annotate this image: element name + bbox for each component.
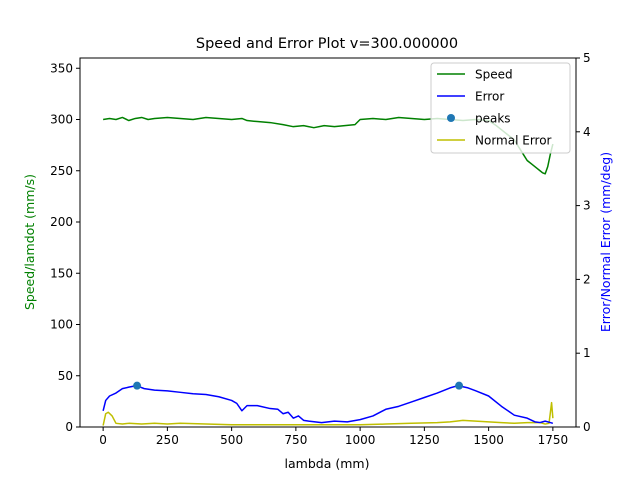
speed-series-line (103, 116, 554, 175)
x-tick-label: 1500 (473, 433, 504, 447)
legend-item-peaks-label: peaks (475, 112, 511, 126)
x-tick-label: 1000 (345, 433, 376, 447)
right-y-axis-label: Error/Normal Error (mm/deg) (598, 152, 613, 332)
normal-error-series-line (102, 401, 554, 426)
left-y-tick-label: 50 (58, 369, 73, 383)
legend-item-peaks-swatch (447, 114, 455, 122)
x-tick-label: 250 (156, 433, 179, 447)
x-tick-label: 0 (99, 433, 107, 447)
chart-legend: Speed Error peaks Normal Error (430, 62, 571, 154)
x-tick-label: 1750 (538, 433, 569, 447)
plot-frame (79, 57, 577, 428)
left-y-tick-label: 150 (50, 266, 73, 280)
right-y-tick-label: 3 (583, 199, 591, 213)
left-y-tick-label: 100 (50, 318, 73, 332)
left-y-axis-label: Speed/lamdot (mm/s) (22, 174, 37, 310)
plot-layer (102, 116, 554, 426)
right-y-tick-label: 2 (583, 272, 591, 286)
axis-ticks-layer: 0 250 500 750 1000 1250 1500 175005010015020025… (50, 51, 591, 447)
left-y-tick-label: 0 (65, 420, 73, 434)
error-series-line (102, 384, 554, 425)
left-y-tick-label: 300 (50, 113, 73, 127)
chart-title: Speed and Error Plot v=300.000000 (196, 36, 458, 52)
x-tick-label: 1250 (409, 433, 440, 447)
peak-marker (133, 381, 142, 390)
right-y-tick-label: 0 (583, 420, 591, 434)
legend-item-normal-error-label: Normal Error (475, 134, 552, 148)
right-y-tick-label: 4 (583, 125, 591, 139)
right-y-tick-label: 5 (583, 51, 591, 65)
x-tick-label: 750 (284, 433, 307, 447)
left-y-tick-label: 200 (50, 215, 73, 229)
left-y-tick-label: 350 (50, 61, 73, 75)
legend-box (430, 62, 571, 154)
peak-marker (455, 381, 464, 390)
right-y-tick-label: 1 (583, 346, 591, 360)
x-tick-label: 500 (220, 433, 243, 447)
legend-item-error-label: Error (475, 90, 504, 104)
x-axis-label: lambda (mm) (285, 456, 370, 471)
legend-item-speed-label: Speed (475, 68, 513, 82)
left-y-tick-label: 250 (50, 164, 73, 178)
